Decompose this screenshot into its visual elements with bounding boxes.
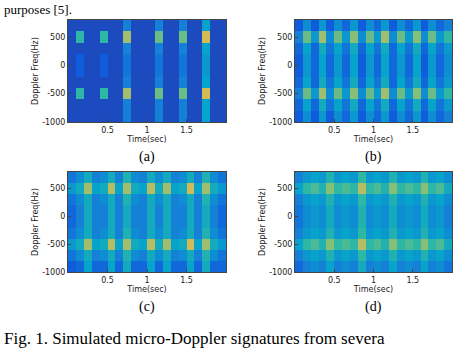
svg-text:0.5: 0.5 (328, 276, 341, 285)
svg-text:Time(sec): Time(sec) (353, 135, 393, 144)
svg-text:-1000: -1000 (42, 118, 65, 127)
svg-text:-500: -500 (47, 240, 65, 249)
svg-text:1.5: 1.5 (180, 126, 193, 135)
svg-text:Time(sec): Time(sec) (353, 285, 393, 294)
svg-text:(a): (a) (139, 149, 155, 165)
svg-text:(d): (d) (365, 299, 382, 315)
svg-text:-500: -500 (274, 240, 292, 249)
svg-text:1.5: 1.5 (180, 276, 193, 285)
svg-text:(b): (b) (365, 149, 382, 165)
svg-text:0.5: 0.5 (328, 126, 341, 135)
svg-text:1.5: 1.5 (406, 276, 419, 285)
svg-text:Doppler Freq(Hz): Doppler Freq(Hz) (258, 188, 267, 256)
svg-text:-1000: -1000 (269, 268, 292, 277)
svg-text:1: 1 (371, 276, 376, 285)
svg-text:500: 500 (277, 33, 292, 42)
svg-text:1: 1 (144, 126, 149, 135)
svg-text:500: 500 (50, 184, 65, 193)
svg-text:1: 1 (144, 276, 149, 285)
svg-text:purposes [5].: purposes [5]. (4, 2, 72, 17)
svg-text:-500: -500 (274, 89, 292, 98)
svg-text:Time(sec): Time(sec) (126, 135, 166, 144)
svg-text:0: 0 (287, 212, 292, 221)
svg-text:Doppler Freq(Hz): Doppler Freq(Hz) (31, 37, 40, 105)
svg-text:0: 0 (287, 61, 292, 70)
svg-text:Doppler Freq(Hz): Doppler Freq(Hz) (31, 188, 40, 256)
svg-text:1.5: 1.5 (406, 126, 419, 135)
svg-text:0.5: 0.5 (101, 276, 114, 285)
svg-text:(c): (c) (139, 299, 155, 315)
svg-text:1: 1 (371, 126, 376, 135)
svg-text:0: 0 (60, 61, 65, 70)
svg-text:Doppler Freq(Hz): Doppler Freq(Hz) (258, 37, 267, 105)
svg-text:0: 0 (60, 212, 65, 221)
svg-text:Fig. 1. Simulated micro-Dopple: Fig. 1. Simulated micro-Doppler signatur… (4, 329, 385, 348)
svg-text:0.5: 0.5 (101, 126, 114, 135)
svg-text:-1000: -1000 (269, 118, 292, 127)
svg-text:500: 500 (50, 33, 65, 42)
svg-text:-500: -500 (47, 89, 65, 98)
svg-text:500: 500 (277, 184, 292, 193)
svg-text:Time(sec): Time(sec) (126, 285, 166, 294)
svg-text:-1000: -1000 (42, 268, 65, 277)
